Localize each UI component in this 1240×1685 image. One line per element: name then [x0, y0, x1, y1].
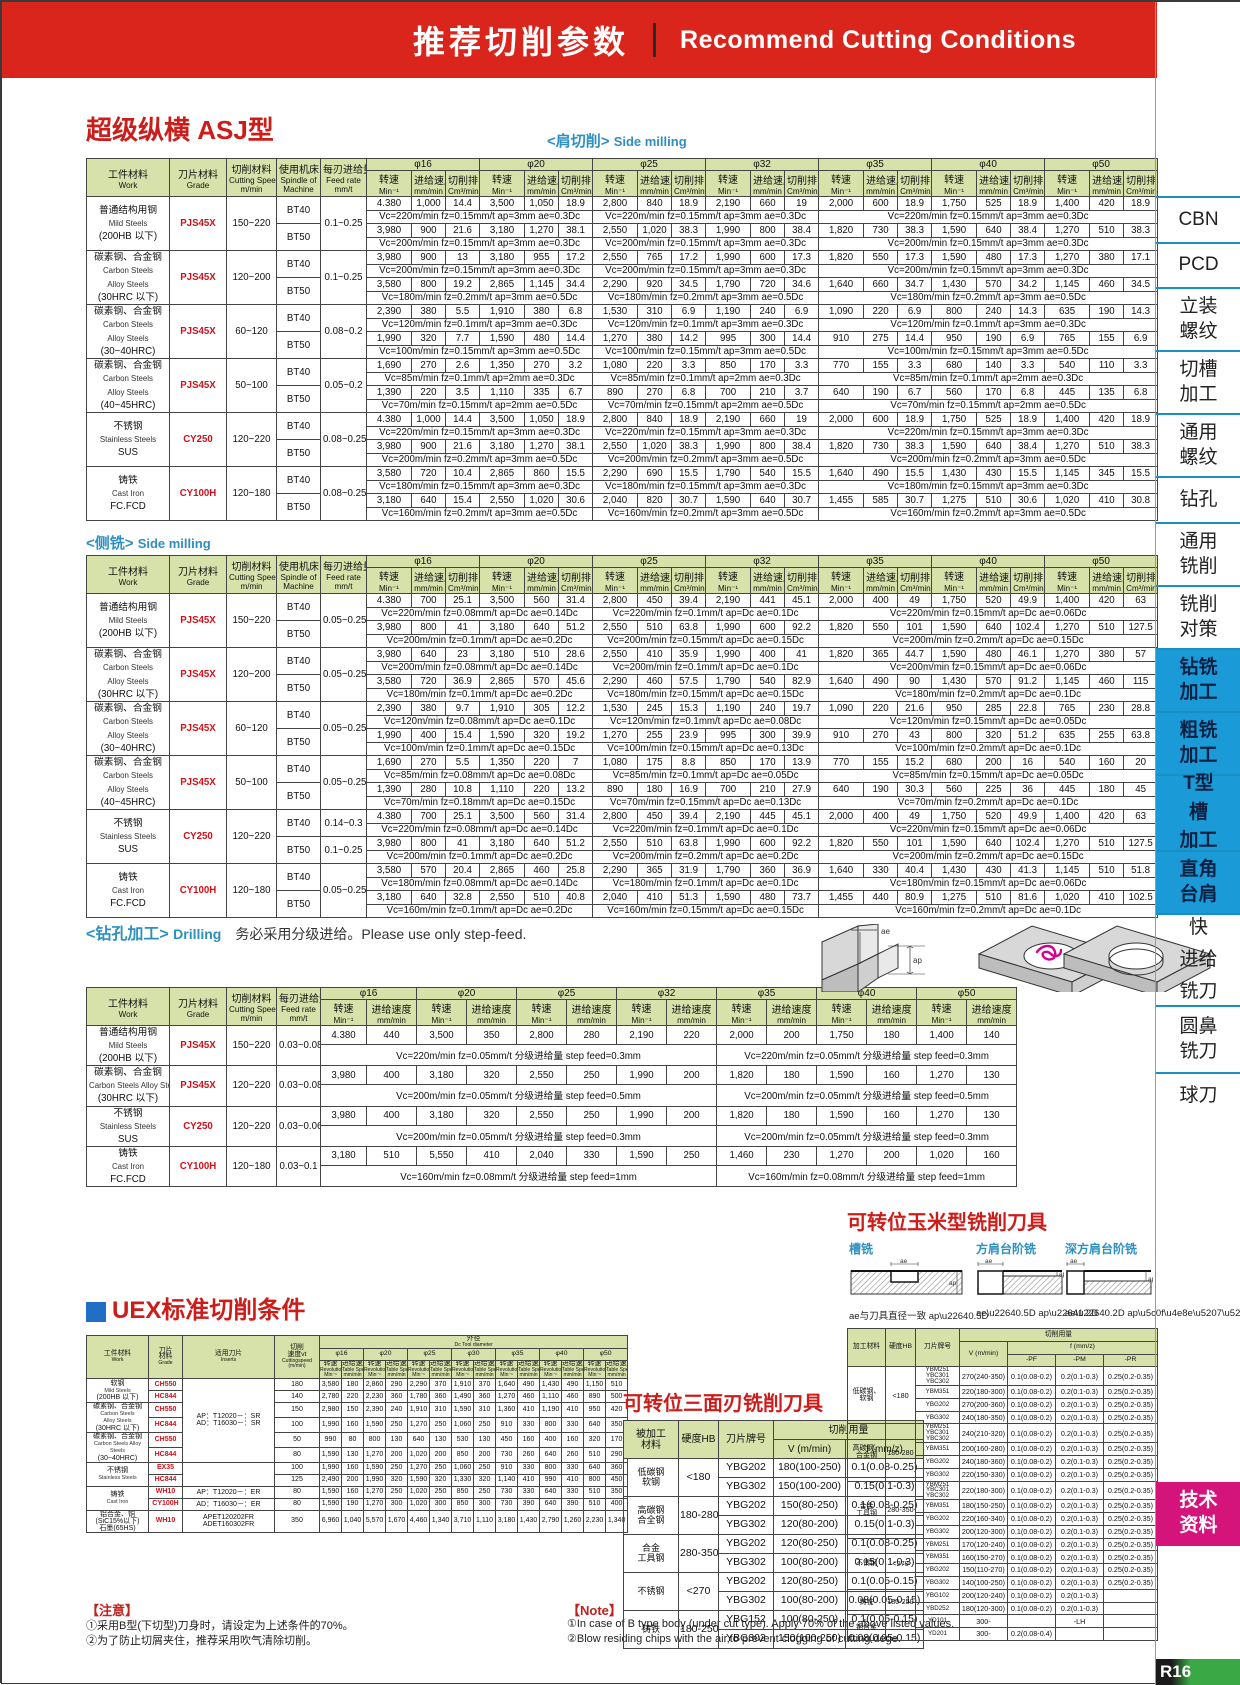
- svg-text:ap: ap: [949, 1280, 957, 1287]
- svg-text:ap: ap: [913, 956, 922, 965]
- svg-text:ae: ae: [1070, 1259, 1078, 1265]
- svg-text:ap: ap: [1059, 1271, 1064, 1278]
- svg-text:ae: ae: [985, 1259, 993, 1265]
- svg-text:ap: ap: [1148, 1276, 1153, 1283]
- svg-text:ae: ae: [900, 1259, 908, 1265]
- svg-text:ae: ae: [881, 927, 890, 936]
